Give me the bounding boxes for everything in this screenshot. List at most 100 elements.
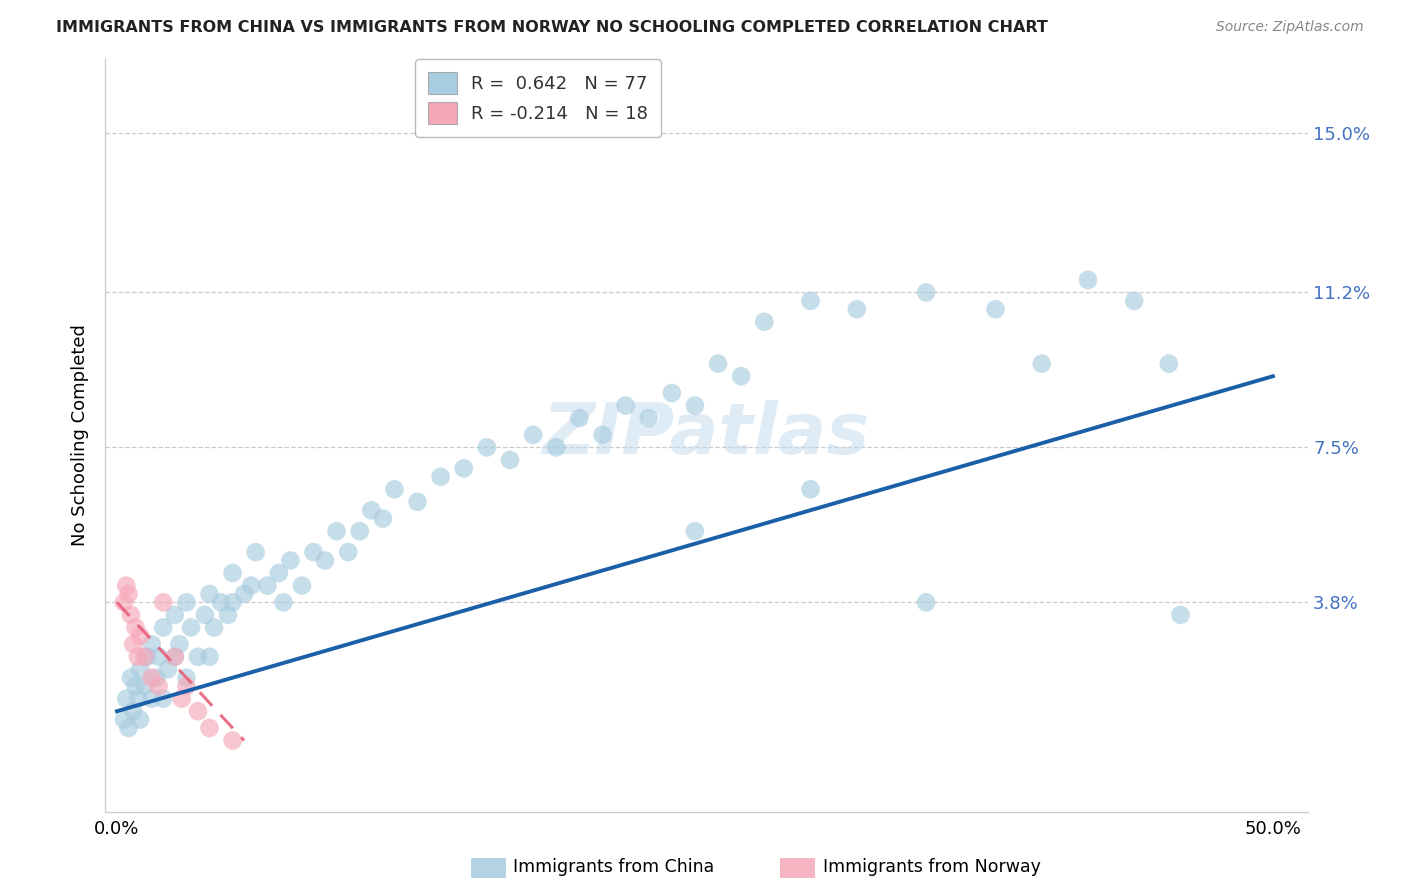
Point (291, 579, 314, 593)
Point (614, 399, 637, 413)
Point (302, 545, 325, 559)
Point (349, 524, 371, 538)
Point (163, 607, 186, 622)
Text: IMMIGRANTS FROM CHINA VS IMMIGRANTS FROM NORWAY NO SCHOOLING COMPLETED CORRELATI: IMMIGRANTS FROM CHINA VS IMMIGRANTS FROM… (56, 20, 1047, 35)
Point (337, 545, 360, 559)
Legend: R =  0.642   N = 77, R = -0.214   N = 18: R = 0.642 N = 77, R = -0.214 N = 18 (416, 60, 661, 137)
Point (148, 649, 170, 664)
Point (453, 461, 475, 475)
Point (176, 671, 198, 685)
Point (134, 649, 156, 664)
Point (707, 357, 730, 371)
Point (546, 441, 568, 455)
Point (240, 579, 263, 593)
Point (799, 483, 821, 497)
Point (754, 315, 776, 329)
Point (406, 495, 429, 509)
Point (209, 595, 232, 609)
Point (360, 503, 382, 517)
Point (115, 691, 138, 706)
Point (267, 566, 290, 580)
Point (124, 679, 146, 693)
Point (568, 411, 591, 425)
Point (730, 369, 752, 384)
Point (637, 411, 659, 425)
Point (661, 386, 683, 401)
Text: ZIPatlas: ZIPatlas (543, 401, 870, 469)
Point (198, 587, 221, 601)
Point (124, 620, 146, 634)
Text: Source: ZipAtlas.com: Source: ZipAtlas.com (1216, 20, 1364, 34)
Point (499, 453, 522, 467)
Point (122, 637, 145, 651)
Point (915, 595, 938, 609)
Point (145, 671, 167, 685)
Point (1031, 357, 1053, 371)
Point (198, 721, 221, 735)
Point (325, 524, 347, 538)
Point (127, 691, 149, 706)
Point (112, 713, 135, 727)
Point (120, 607, 142, 622)
Point (371, 511, 394, 525)
Point (134, 679, 156, 693)
Point (198, 649, 221, 664)
Point (127, 649, 149, 664)
Point (984, 302, 1007, 317)
Point (194, 607, 217, 622)
Point (152, 620, 174, 634)
Point (915, 285, 938, 300)
Point (384, 483, 406, 497)
Point (141, 637, 163, 651)
Point (163, 649, 186, 664)
Point (314, 553, 336, 567)
Point (129, 629, 152, 643)
Point (683, 524, 706, 538)
Text: Immigrants from Norway: Immigrants from Norway (823, 858, 1040, 876)
Point (475, 441, 498, 455)
Point (522, 428, 544, 442)
Point (120, 671, 142, 685)
Point (117, 587, 139, 601)
Point (429, 469, 451, 483)
Point (152, 595, 174, 609)
Point (273, 595, 295, 609)
Point (221, 566, 243, 580)
Point (169, 637, 191, 651)
Point (1077, 273, 1099, 287)
Point (683, 399, 706, 413)
Point (221, 595, 243, 609)
Point (176, 595, 198, 609)
Point (217, 607, 239, 622)
Point (141, 671, 163, 685)
Y-axis label: No Schooling Completed: No Schooling Completed (72, 324, 90, 546)
Point (280, 553, 302, 567)
Point (256, 579, 278, 593)
Point (129, 713, 152, 727)
Point (122, 704, 145, 718)
Point (245, 545, 267, 559)
Point (799, 293, 821, 308)
Point (117, 721, 139, 735)
Point (170, 691, 193, 706)
Point (156, 662, 179, 676)
Point (115, 579, 138, 593)
Point (187, 649, 209, 664)
Point (592, 428, 614, 442)
Point (152, 691, 174, 706)
Point (187, 704, 209, 718)
Point (148, 679, 170, 693)
Point (129, 662, 152, 676)
Point (845, 302, 868, 317)
Point (1170, 607, 1192, 622)
Point (136, 649, 159, 664)
Point (163, 649, 186, 664)
Point (1157, 357, 1180, 371)
Point (202, 620, 225, 634)
Point (221, 733, 243, 747)
Text: Immigrants from China: Immigrants from China (513, 858, 714, 876)
Point (180, 620, 202, 634)
Point (141, 691, 163, 706)
Point (233, 587, 256, 601)
Point (112, 595, 135, 609)
